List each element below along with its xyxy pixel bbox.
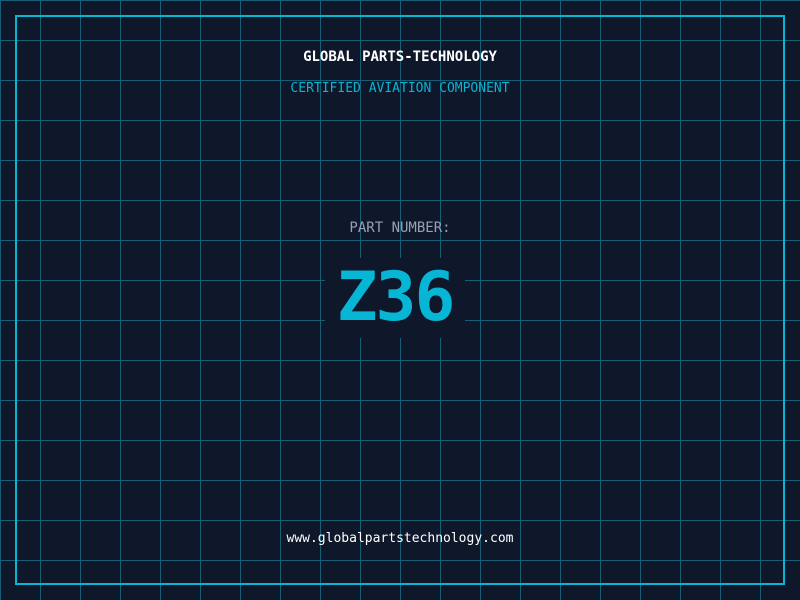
part-number-value: Z36 bbox=[325, 258, 465, 338]
border-frame bbox=[15, 15, 785, 585]
part-number-label: PART NUMBER: bbox=[349, 220, 451, 236]
subtitle: CERTIFIED AVIATION COMPONENT bbox=[290, 81, 510, 96]
company-title: GLOBAL PARTS-TECHNOLOGY bbox=[303, 49, 497, 65]
website-link[interactable]: www.globalpartstechnology.com bbox=[286, 531, 514, 546]
